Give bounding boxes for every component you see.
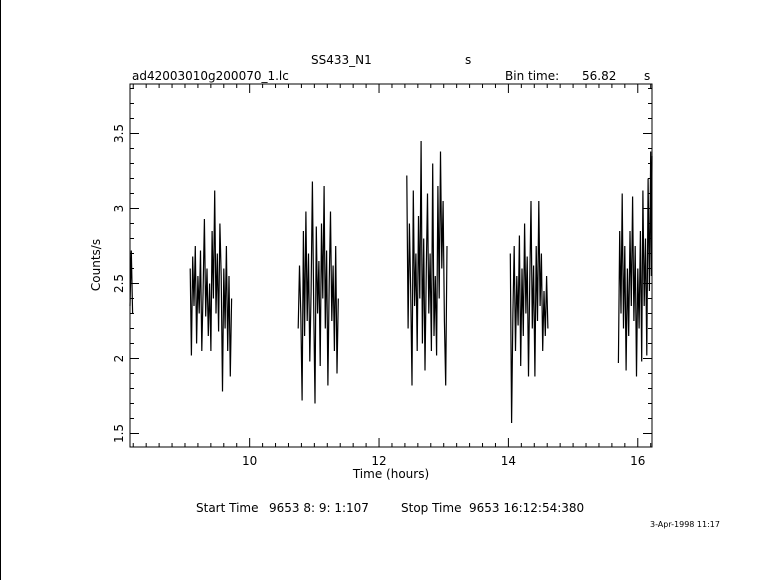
y-tick-label: 3: [112, 205, 126, 213]
x-tick-label: 12: [371, 454, 386, 468]
y-tick-label: 1.5: [112, 424, 126, 443]
bin-time-unit: s: [644, 69, 651, 83]
title-unit: s: [465, 53, 472, 67]
x-tick-label: 10: [242, 454, 257, 468]
y-tick-label: 2.5: [112, 274, 126, 293]
light-curve-segment-6: [617, 151, 653, 377]
start-time-value: 9653 8: 9: 1:107: [269, 501, 369, 515]
x-tick-label: 16: [630, 454, 645, 468]
stop-time-label: Stop Time: [401, 501, 462, 515]
left-border-line: [0, 0, 1, 580]
y-axis-label: Counts/s: [89, 239, 103, 291]
x-axis-label: Time (hours): [352, 467, 429, 481]
light-curve-segment-4: [406, 140, 448, 386]
light-curve-segment-2: [189, 190, 233, 392]
light-curve-segment-3: [297, 181, 339, 404]
data-series: [129, 140, 653, 424]
x-tick-label: 14: [501, 454, 516, 468]
axis-ticks: [130, 84, 652, 447]
bin-time-label: Bin time:: [505, 69, 560, 83]
stop-time-value: 9653 16:12:54:380: [469, 501, 585, 515]
filename-label: ad42003010g200070_1.lc: [132, 69, 289, 83]
plot-frame: [129, 83, 653, 448]
y-tick-label: 3.5: [112, 124, 126, 143]
date-stamp: 3-Apr-1998 11:17: [650, 520, 720, 529]
bin-time-value: 56.82: [582, 69, 617, 83]
tick-labels: 10 12 14 16 1.5 2 2.5 3 3.5: [112, 124, 645, 468]
y-tick-label: 2: [112, 355, 126, 363]
start-time-label: Start Time: [196, 501, 259, 515]
light-curve-segment-1: [129, 250, 134, 314]
light-curve-segment-5: [509, 200, 549, 424]
plot-title: SS433_N1: [311, 53, 372, 67]
